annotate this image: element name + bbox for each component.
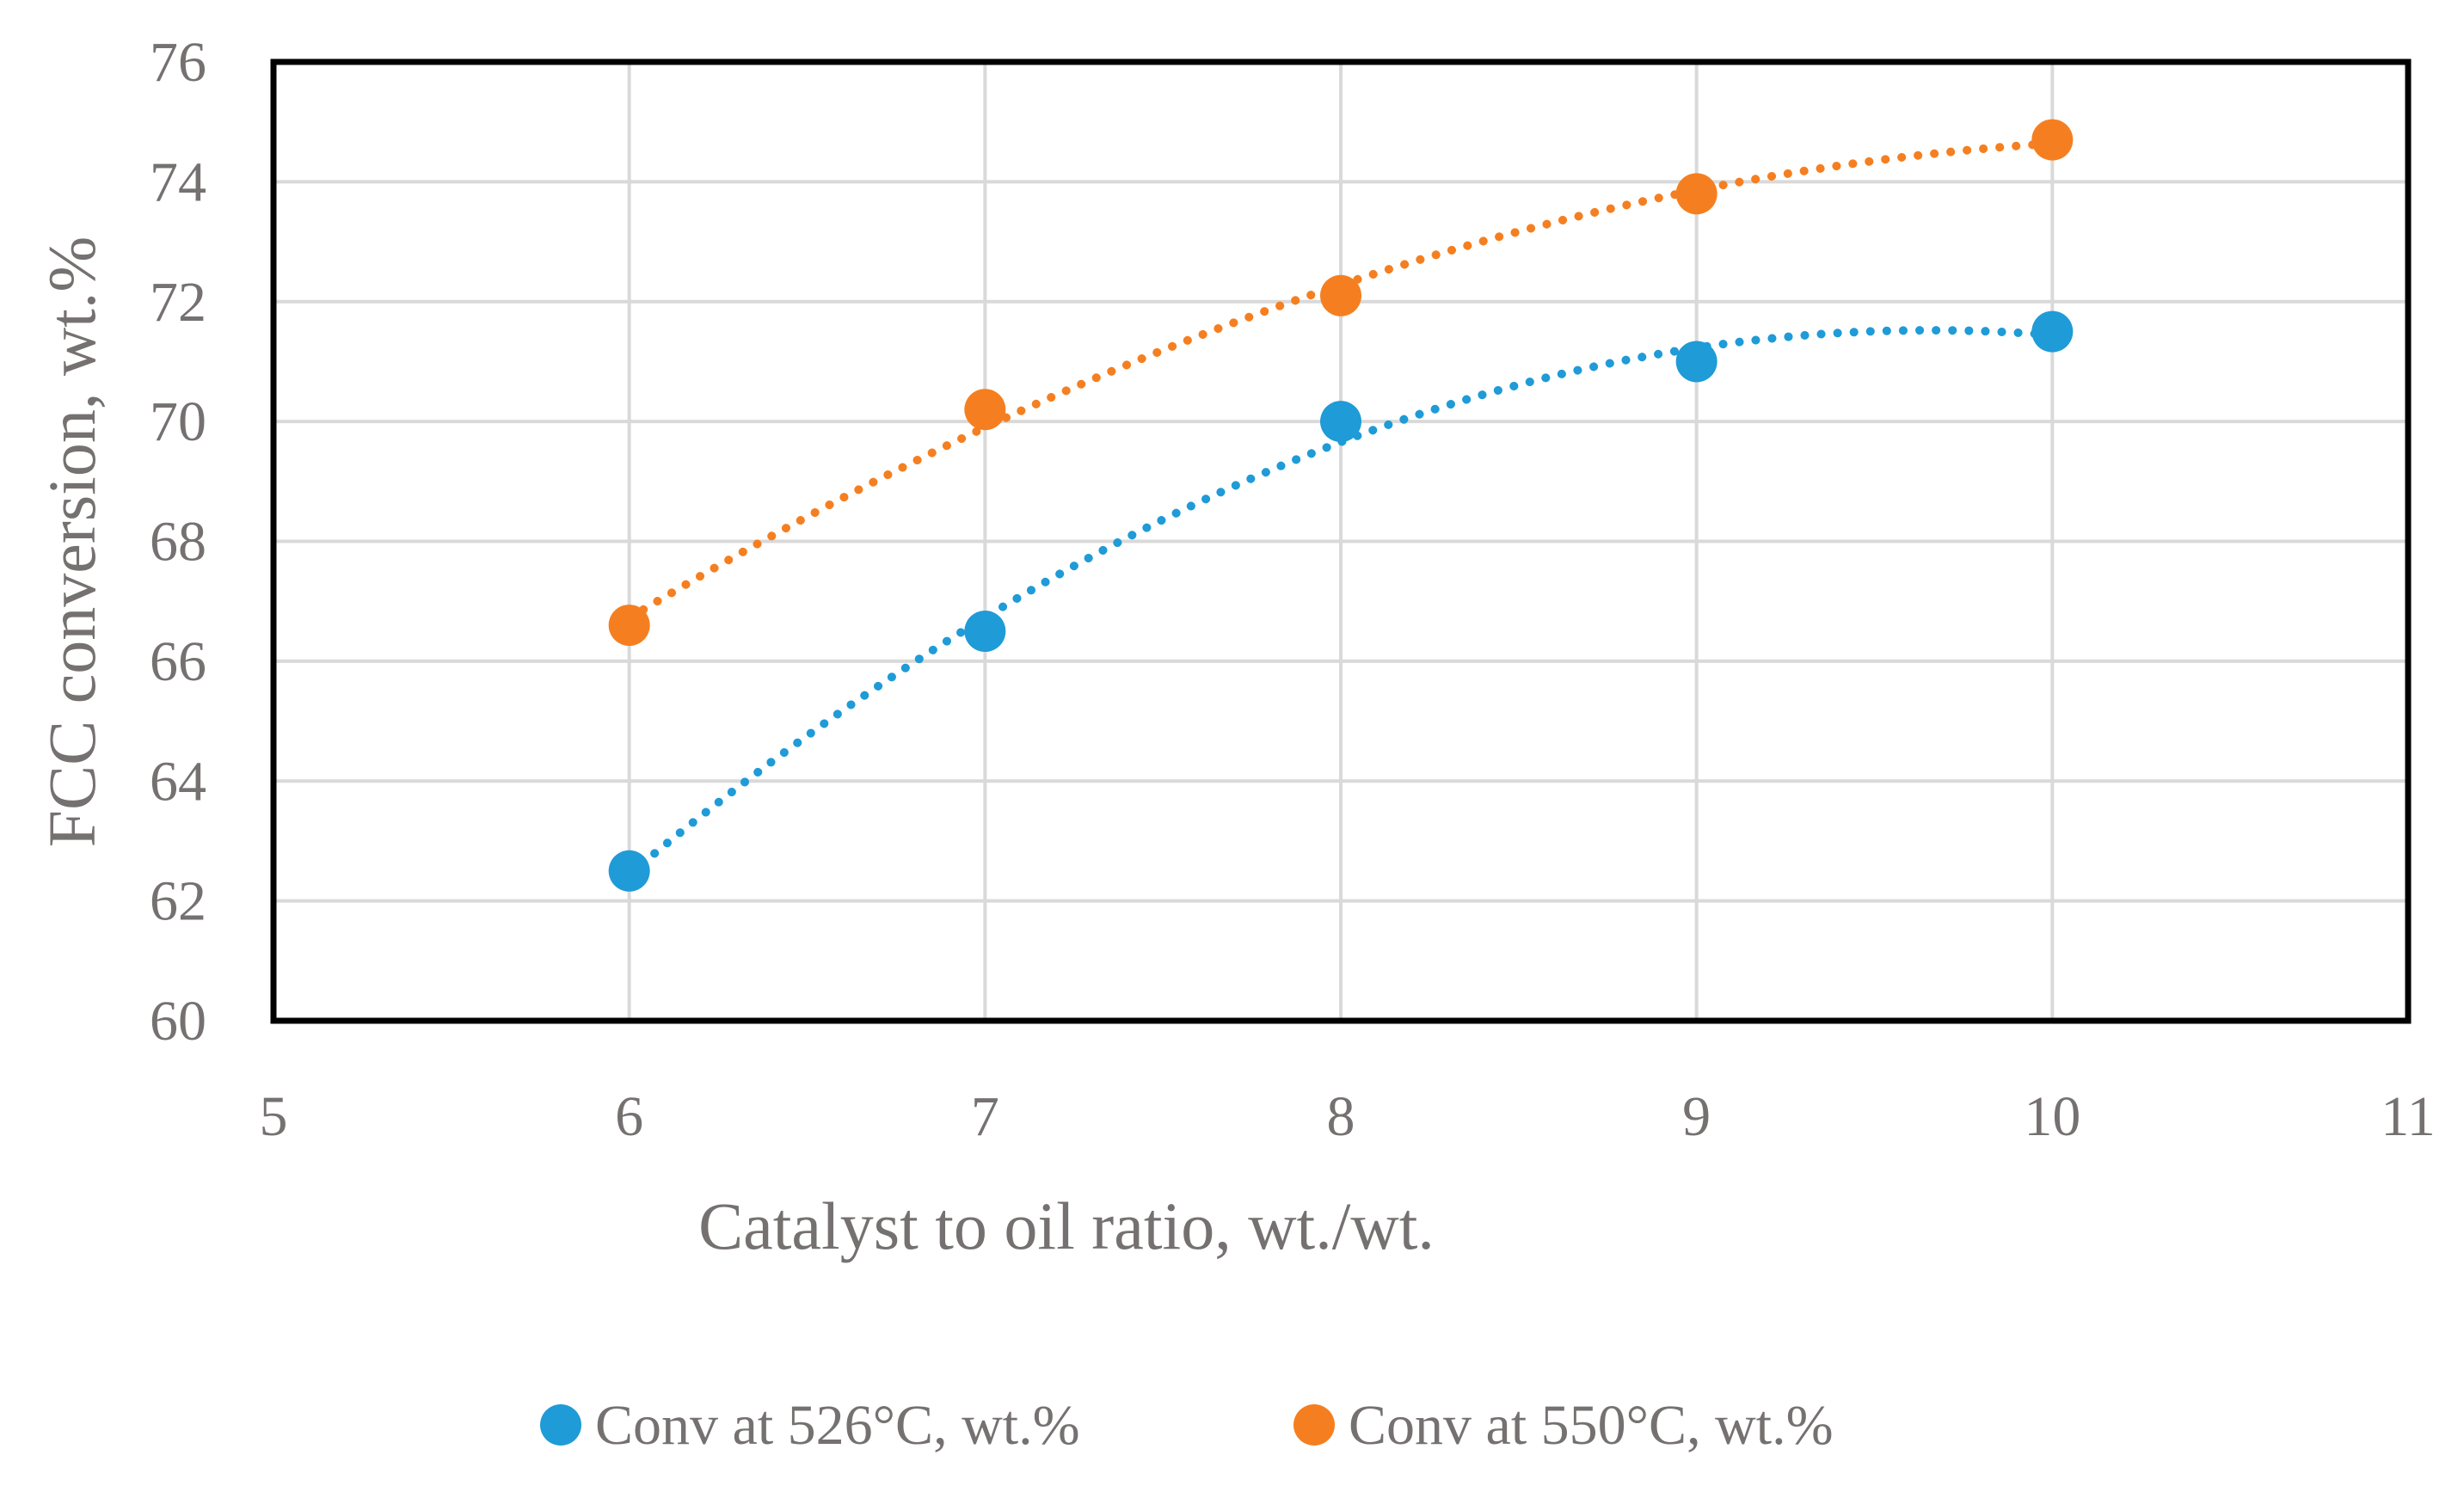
data-point-series-0 xyxy=(608,850,650,892)
data-point-series-1 xyxy=(1320,274,1361,316)
y-tick-label: 72 xyxy=(150,271,206,334)
data-point-series-0 xyxy=(1320,401,1361,443)
plot-area-border xyxy=(270,58,2412,1024)
x-tick-label: 11 xyxy=(2381,1085,2436,1148)
x-axis-title: Catalyst to oil ratio, wt./wt. xyxy=(698,1188,1435,1263)
y-tick-label: 70 xyxy=(150,390,206,453)
y-tick-label: 74 xyxy=(150,150,206,213)
x-tick-label: 10 xyxy=(2024,1085,2080,1148)
y-tick-label: 68 xyxy=(150,511,206,574)
x-tick-label: 6 xyxy=(615,1085,643,1148)
data-point-series-0 xyxy=(2031,310,2074,353)
y-tick-label: 66 xyxy=(150,630,206,693)
x-tick-label: 8 xyxy=(1327,1085,1355,1148)
legend: Conv at 526°C, wt.% Conv at 550°C, wt.% xyxy=(540,1394,1834,1457)
data-point-series-0 xyxy=(1675,341,1717,383)
legend-marker-526 xyxy=(540,1404,581,1446)
data-point-series-1 xyxy=(608,605,650,647)
y-tick-label: 76 xyxy=(150,31,206,94)
data-point-series-1 xyxy=(1675,173,1717,215)
x-tick-label: 7 xyxy=(971,1085,999,1148)
legend-label-526: Conv at 526°C, wt.% xyxy=(595,1394,1080,1457)
y-axis-ticks: 60 62 64 66 68 70 72 74 76 xyxy=(150,31,206,1053)
y-tick-label: 64 xyxy=(150,750,206,813)
y-axis-title: FCC conversion, wt.% xyxy=(34,236,109,848)
x-tick-label: 9 xyxy=(1682,1085,1711,1148)
x-axis-ticks: 5 6 7 8 9 10 11 xyxy=(260,1085,2436,1148)
legend-label-550: Conv at 550°C, wt.% xyxy=(1349,1394,1834,1457)
data-point-series-0 xyxy=(964,611,1006,653)
data-point-series-1 xyxy=(2031,119,2074,161)
legend-marker-550 xyxy=(1293,1404,1335,1446)
y-tick-label: 62 xyxy=(150,870,206,933)
x-tick-label: 5 xyxy=(260,1085,288,1148)
gridlines xyxy=(272,60,2410,1022)
data-point-series-1 xyxy=(964,389,1006,431)
y-tick-label: 60 xyxy=(150,990,206,1053)
data-points xyxy=(608,119,2074,892)
